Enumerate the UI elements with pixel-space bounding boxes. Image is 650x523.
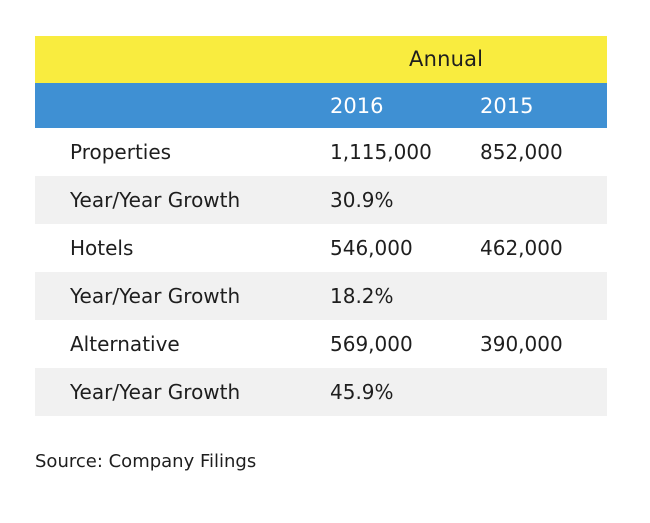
- row-label: Year/Year Growth: [70, 188, 241, 212]
- table-row-properties-growth: Year/Year Growth 30.9%: [35, 176, 607, 224]
- cell-2016: 569,000: [330, 332, 413, 356]
- annual-header-label: Annual: [409, 47, 484, 71]
- cell-2015: 852,000: [480, 140, 563, 164]
- cell-2016: 45.9%: [330, 380, 394, 404]
- row-label: Properties: [70, 140, 172, 164]
- table-row-hotels: Hotels 546,000 462,000: [35, 224, 607, 272]
- table-row-hotels-growth: Year/Year Growth 18.2%: [35, 272, 607, 320]
- cell-2015: 390,000: [480, 332, 563, 356]
- row-label: Alternative: [70, 332, 180, 356]
- row-label: Year/Year Growth: [70, 380, 241, 404]
- row-label: Year/Year Growth: [70, 284, 241, 308]
- year-header-band: 2016 2015: [35, 83, 607, 128]
- annual-header-band: Annual: [35, 36, 607, 83]
- cell-2016: 546,000: [330, 236, 413, 260]
- cell-2016: 1,115,000: [330, 140, 432, 164]
- column-header-2016: 2016: [330, 94, 384, 118]
- table-row-properties: Properties 1,115,000 852,000: [35, 128, 607, 176]
- source-note: Source: Company Filings: [35, 451, 257, 472]
- cell-2016: 18.2%: [330, 284, 394, 308]
- cell-2016: 30.9%: [330, 188, 394, 212]
- row-label: Hotels: [70, 236, 134, 260]
- table-row-alternative: Alternative 569,000 390,000: [35, 320, 607, 368]
- table-row-alternative-growth: Year/Year Growth 45.9%: [35, 368, 607, 416]
- column-header-2015: 2015: [480, 94, 534, 118]
- data-table: Annual 2016 2015 Properties 1,115,000 85…: [35, 36, 607, 416]
- cell-2015: 462,000: [480, 236, 563, 260]
